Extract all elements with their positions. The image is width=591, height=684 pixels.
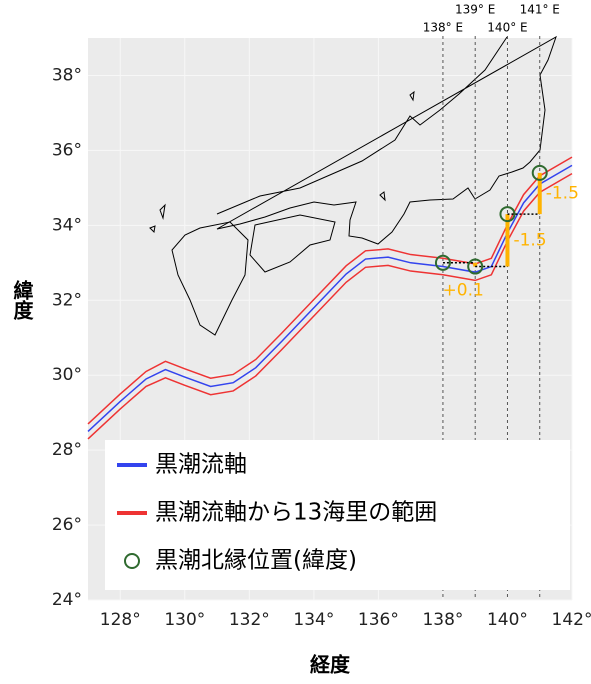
shift-label: +0.1: [443, 281, 484, 301]
x-tick-label: 142°: [552, 610, 591, 630]
current-line: [87, 164, 573, 432]
north-edge-point: [434, 254, 451, 271]
y-axis-label: 緯度: [10, 279, 34, 321]
current-line: [87, 156, 573, 425]
legend-label: 黒潮北縁位置(緯度): [155, 548, 357, 574]
reference-label: 141° E: [520, 3, 560, 17]
x-tick-label: 128°: [100, 610, 141, 630]
reference-label: 140° E: [487, 21, 527, 35]
x-axis-label: 経度: [310, 653, 351, 677]
x-tick-label: 138°: [422, 610, 463, 630]
current-line: [87, 172, 573, 440]
north-edge-point: [531, 164, 548, 181]
legend-label: 黒潮流軸から13海里の範囲: [155, 500, 437, 526]
y-tick-label: 28°: [52, 440, 82, 460]
shift-label: -1.5: [513, 230, 546, 250]
x-tick-label: 132°: [229, 610, 270, 630]
legend-box: [105, 440, 570, 590]
x-tick-label: 130°: [164, 610, 205, 630]
y-tick-label: 32°: [52, 290, 82, 310]
north-edge-point: [467, 258, 484, 275]
y-tick-label: 38°: [52, 65, 82, 85]
reference-label: 139° E: [455, 3, 495, 17]
y-tick-label: 34°: [52, 215, 82, 235]
shift-label: -1.5: [546, 183, 579, 203]
y-tick-label: 30°: [52, 365, 82, 385]
x-tick-label: 140°: [487, 610, 528, 630]
x-tick-label: 134°: [293, 610, 334, 630]
legend-swatch: [124, 553, 140, 569]
coastline: [149, 35, 557, 336]
y-tick-label: 36°: [52, 140, 82, 160]
y-tick-label: 24°: [52, 590, 82, 610]
north-edge-point: [499, 206, 516, 223]
legend-label: 黒潮流軸: [155, 452, 247, 478]
reference-label: 138° E: [423, 21, 463, 35]
y-tick-label: 26°: [52, 515, 82, 535]
x-tick-label: 136°: [358, 610, 399, 630]
